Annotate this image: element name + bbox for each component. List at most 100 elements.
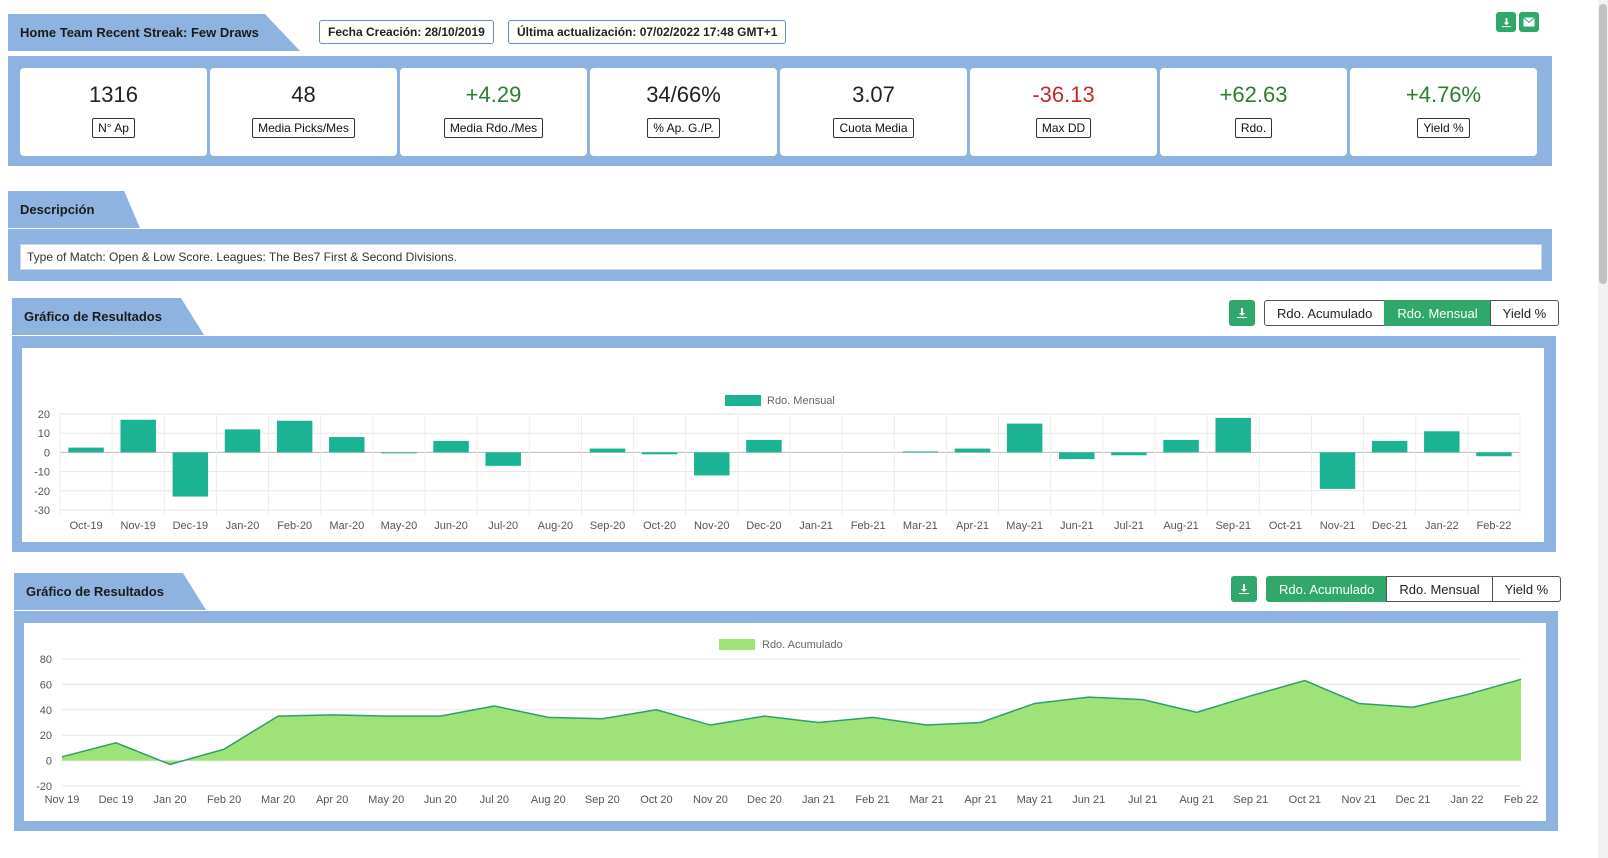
chart2-btn-mensual[interactable]: Rdo. Mensual — [1386, 576, 1493, 602]
stat-value: -36.13 — [1032, 82, 1095, 107]
chart1-download-button[interactable] — [1229, 300, 1255, 326]
stat-value: 3.07 — [852, 82, 895, 107]
download-button[interactable] — [1496, 12, 1516, 32]
chart1-btn-mensual[interactable]: Rdo. Mensual — [1384, 300, 1491, 326]
chart1-btn-acumulado[interactable]: Rdo. Acumulado — [1264, 300, 1386, 326]
x-tick-label: Dec 20 — [747, 794, 782, 806]
y-tick-label: -20 — [36, 781, 52, 793]
x-tick-label: May-20 — [381, 520, 418, 532]
x-tick-label: Jul 20 — [480, 794, 509, 806]
x-tick-label: Jan 20 — [154, 794, 187, 806]
last-update: Última actualización: 07/02/2022 17:48 G… — [508, 20, 787, 44]
stat-value: +4.76% — [1405, 82, 1482, 107]
stat-card: 34/66% % Ap. G./P. — [590, 68, 777, 156]
y-tick-label: 20 — [38, 409, 50, 421]
x-tick-label: Jan-22 — [1425, 520, 1459, 532]
bar — [1319, 452, 1356, 489]
chart2-btn-acumulado[interactable]: Rdo. Acumulado — [1266, 576, 1388, 602]
x-tick-label: Feb-20 — [277, 520, 312, 532]
stat-card: +62.63 Rdo. — [1160, 68, 1347, 156]
x-tick-label: Oct 20 — [640, 794, 672, 806]
bar — [589, 448, 626, 453]
stat-card: +4.76% Yield % — [1350, 68, 1537, 156]
x-tick-label: Sep 21 — [1233, 794, 1268, 806]
bar — [381, 452, 417, 454]
x-tick-label: Nov 20 — [693, 794, 728, 806]
x-tick-label: Jun 20 — [424, 794, 457, 806]
x-tick-label: Apr-21 — [956, 520, 989, 532]
stat-label: % Ap. G./P. — [647, 118, 720, 138]
description-title: Descripción — [20, 202, 95, 217]
x-tick-label: Jan-20 — [226, 520, 260, 532]
download-icon — [1239, 584, 1249, 594]
chart1-panel: Rdo. Mensual 20 10 0 -10 -20 -30 Oct-19 Nov-19 De… — [22, 348, 1544, 542]
y-tick-label: 40 — [40, 705, 52, 717]
legend-label: Rdo. Acumulado — [762, 639, 843, 651]
y-tick-label: -10 — [34, 467, 50, 479]
x-tick-label: May-21 — [1006, 520, 1043, 532]
x-tick-label: Nov-21 — [1320, 520, 1355, 532]
x-tick-label: Aug 20 — [531, 794, 566, 806]
y-tick-label: -30 — [34, 505, 50, 517]
y-tick-label: 20 — [40, 730, 52, 742]
x-tick-label: Feb-21 — [851, 520, 886, 532]
scrollbar[interactable] — [1598, 0, 1608, 858]
x-tick-label: Dec-19 — [173, 520, 208, 532]
x-tick-label: Mar 21 — [909, 794, 943, 806]
download-icon — [1501, 17, 1511, 27]
x-tick-label: Dec 21 — [1395, 794, 1430, 806]
x-tick-label: Aug-21 — [1163, 520, 1198, 532]
bar — [433, 440, 469, 453]
chart2-panel: Rdo. Acumulado 80 60 40 20 0 -20 Nov 19 Dec 19 Ja… — [24, 623, 1546, 821]
x-tick-label: Jun 21 — [1072, 794, 1105, 806]
x-tick-label: Jan-21 — [799, 520, 833, 532]
x-tick-label: Oct 21 — [1289, 794, 1321, 806]
x-tick-label: Dec 19 — [99, 794, 134, 806]
stat-card: 1316 N° Ap — [20, 68, 207, 156]
stat-value: 48 — [291, 82, 316, 107]
x-tick-label: Jul-20 — [488, 520, 518, 532]
stat-card: 48 Media Picks/Mes — [210, 68, 397, 156]
bar — [902, 451, 939, 453]
x-tick-label: Apr 20 — [316, 794, 348, 806]
scrollbar-thumb[interactable] — [1599, 4, 1607, 284]
area-fill — [62, 679, 1521, 765]
x-tick-label: Jul 21 — [1128, 794, 1157, 806]
bar — [954, 448, 991, 453]
y-tick-label: 0 — [44, 447, 50, 459]
bar — [1476, 452, 1512, 457]
bar — [485, 452, 521, 466]
description-text: Type of Match: Open & Low Score. Leagues… — [20, 244, 1542, 270]
bar — [1215, 417, 1251, 453]
x-tick-label: May 20 — [368, 794, 404, 806]
stat-card: 3.07 Cuota Media — [780, 68, 967, 156]
stat-card: +4.29 Media Rdo./Mes — [400, 68, 587, 156]
envelope-icon — [1523, 17, 1535, 27]
x-tick-label: Sep-21 — [1215, 520, 1250, 532]
stat-value: +62.63 — [1219, 82, 1288, 107]
x-tick-label: Aug 21 — [1179, 794, 1214, 806]
legend-label: Rdo. Mensual — [767, 395, 835, 407]
y-tick-label: -20 — [34, 486, 50, 498]
x-tick-label: Jun-20 — [434, 520, 468, 532]
bar — [120, 419, 156, 453]
description-tab: Descripción — [8, 191, 140, 228]
chart1-btn-yield[interactable]: Yield % — [1489, 300, 1560, 326]
creation-date: Fecha Creación: 28/10/2019 — [319, 20, 494, 44]
chart2-tab: Gráfico de Resultados — [14, 573, 206, 610]
stat-label: Yield % — [1417, 118, 1470, 138]
bar — [68, 447, 104, 453]
chart1-tab: Gráfico de Resultados — [12, 298, 204, 335]
x-tick-label: Feb 20 — [207, 794, 241, 806]
bar — [694, 452, 730, 476]
bar — [1006, 423, 1043, 453]
chart2-btn-yield[interactable]: Yield % — [1491, 576, 1562, 602]
legend-swatch — [725, 395, 761, 406]
download-icon — [1237, 308, 1247, 318]
chart2-download-button[interactable] — [1231, 576, 1257, 602]
email-button[interactable] — [1519, 12, 1539, 32]
bar — [1059, 452, 1095, 460]
stat-label: Cuota Media — [833, 118, 914, 138]
bar — [1371, 440, 1408, 453]
